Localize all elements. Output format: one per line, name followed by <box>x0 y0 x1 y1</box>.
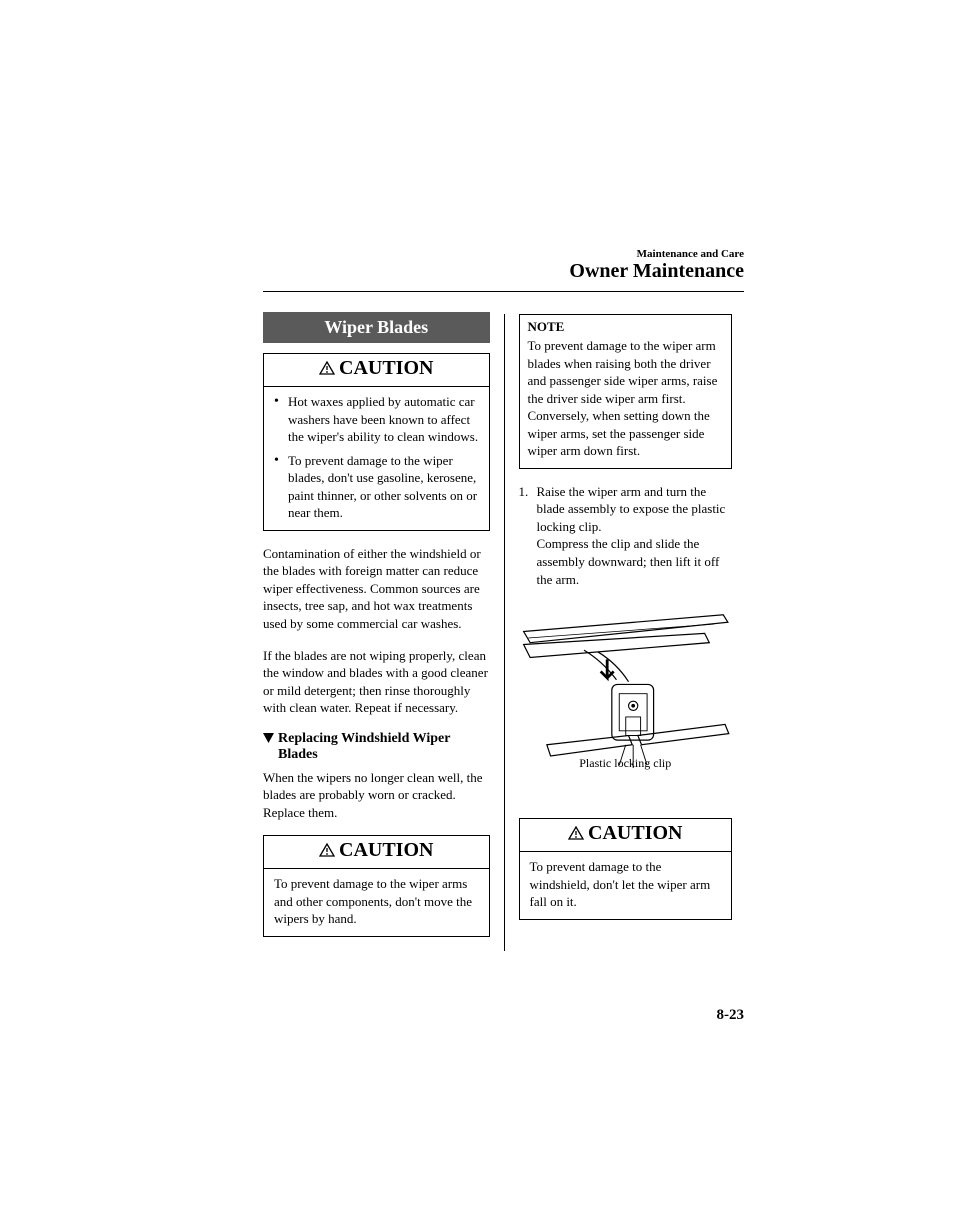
body-paragraph: When the wipers no longer clean well, th… <box>263 769 490 822</box>
caution-header-2: CAUTION <box>264 836 489 869</box>
figure-label: Plastic locking clip <box>519 756 733 771</box>
header-section: Owner Maintenance <box>263 260 744 283</box>
subheading: Replacing Windshield Wiper Blades <box>263 731 490 763</box>
note-header: NOTE <box>520 315 732 335</box>
caution-title-3: CAUTION <box>588 822 682 844</box>
warning-icon <box>319 840 335 863</box>
caution-item: Hot waxes applied by automatic car washe… <box>274 393 479 446</box>
caution-body-2: To prevent damage to the wiper arms and … <box>264 869 489 936</box>
caution-box-2: CAUTION To prevent damage to the wiper a… <box>263 835 490 937</box>
step-text: Raise the wiper arm and turn the blade a… <box>537 483 733 588</box>
right-column: NOTE To prevent damage to the wiper arm … <box>504 314 745 951</box>
body-paragraph: Contamination of either the windshield o… <box>263 545 490 633</box>
note-box: NOTE To prevent damage to the wiper arm … <box>519 314 733 469</box>
numbered-step: 1. Raise the wiper arm and turn the blad… <box>519 483 733 588</box>
caution-body-1: Hot waxes applied by automatic car washe… <box>264 387 489 530</box>
caution-body-3: To prevent damage to the windshield, don… <box>520 852 732 919</box>
step-number: 1. <box>519 483 537 588</box>
page-number: 8-23 <box>717 1007 745 1024</box>
caution-title-1: CAUTION <box>339 357 433 379</box>
page-header: Maintenance and Care Owner Maintenance <box>263 248 744 283</box>
caution-box-1: CAUTION Hot waxes applied by automatic c… <box>263 353 490 531</box>
caution-title-2: CAUTION <box>339 839 433 861</box>
caution-item: To prevent damage to the wiper blades, d… <box>274 452 479 522</box>
left-column: Wiper Blades CAUTION Hot waxes applied b… <box>263 312 504 951</box>
section-banner: Wiper Blades <box>263 312 490 343</box>
caution-header-1: CAUTION <box>264 354 489 387</box>
warning-icon <box>319 358 335 381</box>
warning-icon <box>568 823 584 846</box>
caution-box-3: CAUTION To prevent damage to the windshi… <box>519 818 733 920</box>
body-paragraph: If the blades are not wiping properly, c… <box>263 647 490 717</box>
note-body: To prevent damage to the wiper arm blade… <box>520 335 732 468</box>
header-rule <box>263 291 744 292</box>
subheading-text: Replacing Windshield Wiper Blades <box>278 731 490 763</box>
triangle-icon <box>263 733 274 749</box>
wiper-figure: Plastic locking clip <box>519 598 733 808</box>
caution-header-3: CAUTION <box>520 819 732 852</box>
header-chapter: Maintenance and Care <box>263 248 744 260</box>
